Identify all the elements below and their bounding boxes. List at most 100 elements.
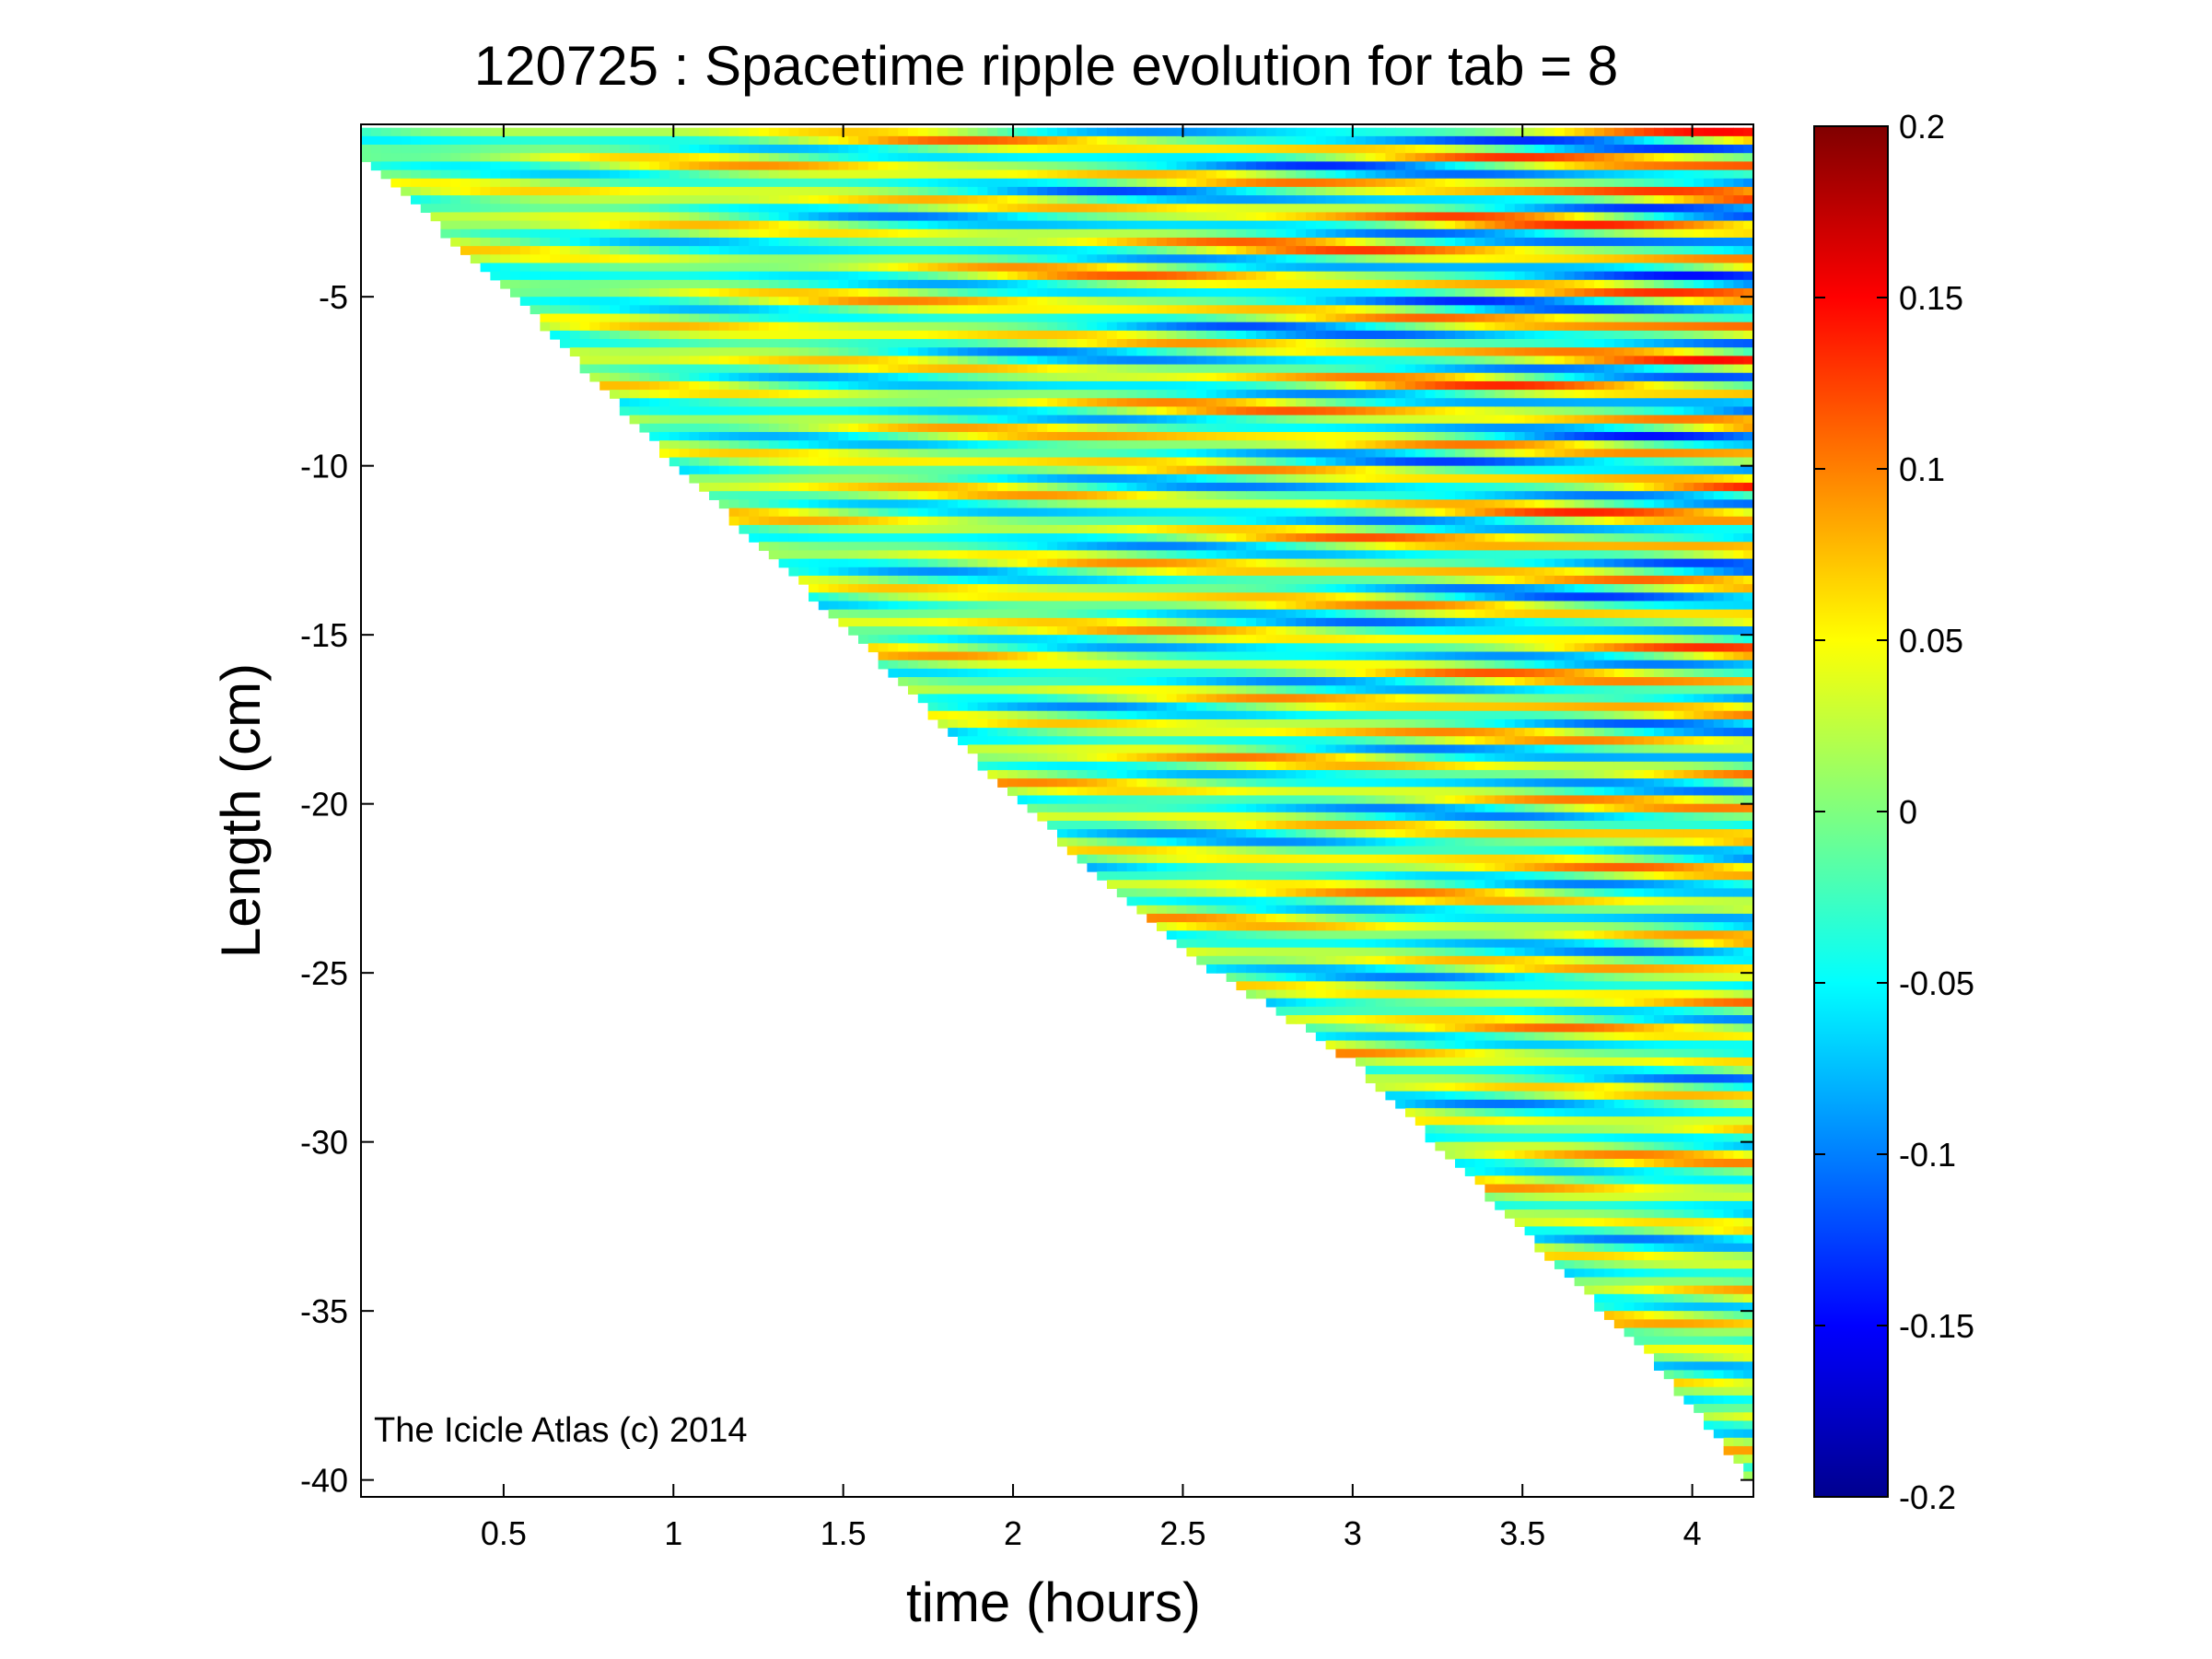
heatmap-cell [1077,178,1088,188]
heatmap-cell [917,287,929,298]
heatmap-cell [1037,601,1048,611]
heatmap-cell [1216,787,1228,797]
heatmap-cell [1196,550,1207,560]
heatmap-cell [867,398,879,408]
heatmap-cell [1196,499,1207,509]
heatmap-cell [1216,449,1228,459]
heatmap-cell [1037,584,1048,593]
heatmap-cell [967,651,979,661]
heatmap-cell [1047,668,1058,678]
heatmap-cell [1206,558,1217,568]
heatmap-cell [908,178,919,188]
heatmap-cell [1147,643,1158,653]
heatmap-cell [848,305,859,315]
heatmap-cell [967,135,979,146]
heatmap-cell [997,635,1008,644]
heatmap-cell [937,390,949,399]
heatmap-cell [669,127,681,137]
heatmap-cell [927,635,938,644]
heatmap-cell [1157,372,1168,382]
heatmap-cell [1176,905,1187,915]
heatmap-cell [739,457,750,467]
heatmap-cell [927,457,938,467]
heatmap-cell [1166,440,1178,450]
heatmap-cell [739,169,750,180]
heatmap-cell [1017,220,1029,230]
heatmap-cell [569,347,581,356]
heatmap-cell [1176,440,1187,450]
heatmap-cell [1107,237,1118,247]
heatmap-cell [1157,710,1168,720]
heatmap-cell [1077,339,1088,348]
heatmap-cell [1047,601,1058,611]
heatmap-cell [1176,127,1187,137]
heatmap-cell [908,601,919,611]
heatmap-cell [1246,127,1257,137]
heatmap-cell [1087,313,1098,323]
heatmap-cell [728,204,739,214]
heatmap-cell [689,145,700,154]
heatmap-cell [927,575,938,585]
heatmap-cell [917,651,929,661]
heatmap-cell [1256,601,1267,611]
heatmap-cell [888,567,899,577]
heatmap-cell [1236,567,1247,577]
heatmap-cell [809,550,820,560]
heatmap-cell [1166,702,1178,712]
heatmap-cell [1226,390,1237,399]
heatmap-cell [948,186,959,196]
heatmap-cell [937,305,949,315]
heatmap-cell [1186,635,1197,644]
heatmap-cell [1166,297,1178,306]
heatmap-cell [1116,339,1128,348]
heatmap-cell [908,220,919,230]
heatmap-cell [1206,271,1217,281]
heatmap-cell [1126,880,1137,890]
heatmap-cell [1206,913,1217,923]
heatmap-cell [669,161,681,171]
heatmap-cell [390,178,402,188]
heatmap-cell [1226,651,1237,661]
heatmap-cell [1216,473,1228,484]
heatmap-cell [1157,609,1168,619]
heatmap-cell [1077,457,1088,467]
heatmap-cell [958,279,969,289]
heatmap-cell [1087,347,1098,356]
heatmap-cell [579,330,590,340]
heatmap-cell [838,169,849,180]
heatmap-cell [1077,677,1088,686]
heatmap-cell [1157,305,1168,315]
heatmap-cell [1166,922,1178,931]
heatmap-cell [977,524,988,534]
heatmap-cell [958,728,969,737]
heatmap-cell [430,161,441,171]
heatmap-cell [1206,550,1217,560]
heatmap-cell [798,372,809,382]
heatmap-cell [1077,279,1088,289]
heatmap-cell [1037,178,1048,188]
heatmap-cell [888,457,899,467]
heatmap-cell [788,220,799,230]
heatmap-cell [749,465,760,475]
heatmap-cell [788,153,799,162]
heatmap-cell [1236,896,1247,906]
heatmap-cell [1116,846,1128,856]
heatmap-cell [958,736,969,746]
heatmap-cell [689,279,700,289]
heatmap-cell [1077,195,1088,204]
heatmap-cell [937,516,949,526]
heatmap-cell [1216,617,1228,627]
heatmap-cell [639,380,650,391]
heatmap-cell [948,710,959,720]
heatmap-cell [958,423,969,433]
heatmap-cell [997,212,1008,222]
heatmap-cell [619,195,631,204]
heatmap-cell [589,356,600,366]
heatmap-cell [958,516,969,526]
heatmap-cell [1077,728,1088,737]
heatmap-cell [1226,803,1237,813]
heatmap-cell [1246,862,1257,872]
heatmap-cell [1097,753,1108,763]
heatmap-cell [798,390,809,399]
heatmap-cell [1047,186,1058,196]
